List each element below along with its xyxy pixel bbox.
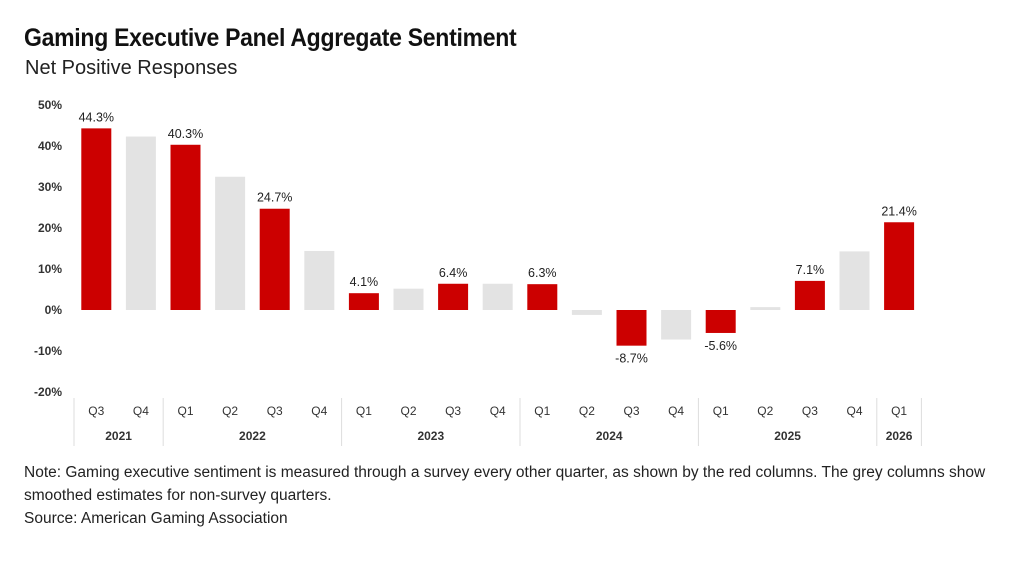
estimate-bar — [750, 307, 781, 310]
survey-bar — [348, 293, 379, 310]
estimate-bar — [661, 310, 692, 340]
y-tick-label: 20% — [38, 221, 62, 235]
y-tick-label: 40% — [38, 139, 62, 153]
x-tick-label: Q2 — [222, 404, 238, 418]
x-tick-label: Q4 — [490, 404, 506, 418]
data-label: -5.6% — [704, 339, 737, 353]
x-tick-label: Q1 — [356, 404, 372, 418]
x-year-label: 2022 — [239, 429, 266, 443]
x-tick-label: Q4 — [846, 404, 862, 418]
x-tick-label: Q1 — [534, 404, 550, 418]
x-tick-label: Q2 — [757, 404, 773, 418]
chart-note: Note: Gaming executive sentiment is meas… — [24, 461, 1009, 530]
x-year-label: 2025 — [774, 429, 801, 443]
data-label: 21.4% — [881, 204, 916, 218]
survey-bar — [438, 283, 469, 310]
bars — [81, 128, 915, 346]
x-tick-label: Q2 — [400, 404, 416, 418]
estimate-bar — [125, 136, 156, 310]
x-tick-label: Q4 — [311, 404, 327, 418]
y-axis: -20% -10% 0% 10% 20% 30% 40% 50% — [34, 98, 62, 399]
estimate-bar — [304, 250, 335, 310]
x-tick-label: Q3 — [267, 404, 283, 418]
x-tick-label: Q4 — [668, 404, 684, 418]
data-label: 40.3% — [168, 127, 203, 141]
survey-bar — [794, 280, 825, 310]
x-tick-label: Q1 — [713, 404, 729, 418]
y-tick-label: 30% — [38, 180, 62, 194]
x-tick-label: Q2 — [579, 404, 595, 418]
survey-bar — [527, 284, 558, 310]
x-tick-label: Q1 — [891, 404, 907, 418]
data-labels: 44.3% 40.3% 24.7% 4.1% 6.4% 6.3% -8.7% -5.6% 7.1… — [79, 110, 917, 365]
y-tick-label: -10% — [34, 344, 62, 358]
survey-bar — [616, 310, 647, 346]
data-label: 6.3% — [528, 266, 557, 280]
x-tick-label: Q3 — [445, 404, 461, 418]
x-year-label: 2024 — [596, 429, 623, 443]
chart-subtitle: Net Positive Responses — [25, 57, 238, 79]
data-label: 7.1% — [796, 263, 825, 277]
estimate-bar — [571, 310, 602, 315]
data-label: -8.7% — [615, 352, 648, 366]
y-tick-label: 50% — [38, 98, 62, 112]
data-label: 24.7% — [257, 191, 292, 205]
source-text: Source: American Gaming Association — [24, 510, 288, 527]
y-tick-label: 0% — [45, 303, 63, 317]
data-label: 6.4% — [439, 266, 468, 280]
x-tick-label: Q3 — [88, 404, 104, 418]
bar-chart: -20% -10% 0% 10% 20% 30% 40% 50% 44.3% 40.3% 24.7… — [34, 98, 922, 446]
y-tick-label: 10% — [38, 262, 62, 276]
estimate-bar — [482, 283, 513, 310]
survey-bar — [170, 144, 201, 310]
survey-bar — [81, 128, 112, 310]
x-year-label: 2023 — [417, 429, 444, 443]
note-text: Note: Gaming executive sentiment is meas… — [24, 464, 986, 504]
x-tick-label: Q4 — [133, 404, 149, 418]
survey-bar — [705, 310, 736, 333]
x-tick-label: Q1 — [177, 404, 193, 418]
estimate-bar — [215, 176, 246, 310]
survey-bar — [259, 208, 290, 310]
data-label: 44.3% — [79, 110, 114, 124]
x-axis: Q3 Q4 Q1 Q2 Q3 Q4 Q1 Q2 Q3 Q4 Q1 Q2 Q3 Q4 Q1 Q2 Q3 Q4 Q1 20… — [73, 398, 922, 446]
x-tick-label: Q3 — [802, 404, 818, 418]
x-year-label: 2021 — [105, 429, 132, 443]
data-label: 4.1% — [350, 275, 379, 289]
estimate-bar — [393, 288, 424, 310]
x-tick-label: Q3 — [623, 404, 639, 418]
estimate-bar — [839, 251, 870, 310]
chart-title: Gaming Executive Panel Aggregate Sentime… — [24, 24, 517, 52]
survey-bar — [884, 222, 915, 310]
y-tick-label: -20% — [34, 385, 62, 399]
x-year-label: 2026 — [886, 429, 913, 443]
